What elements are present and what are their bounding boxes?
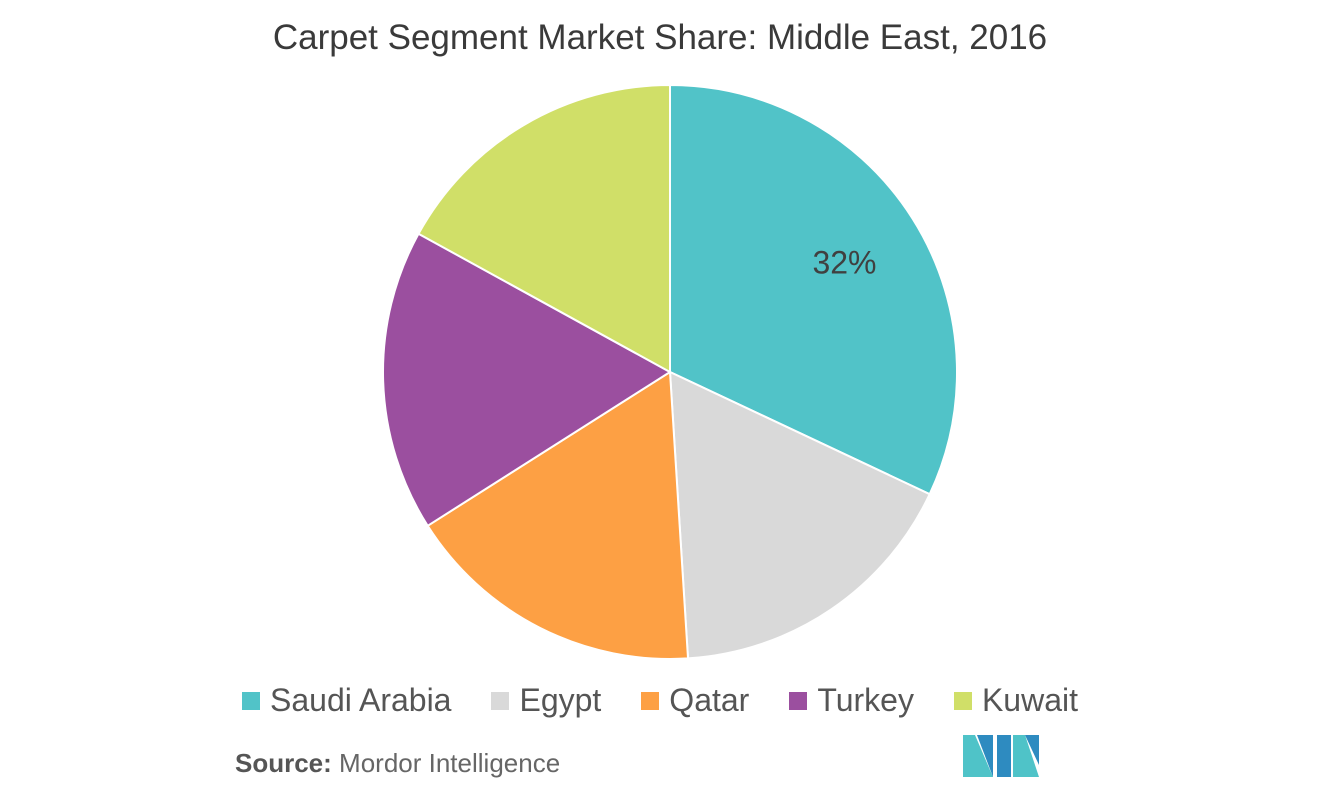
legend-item: Turkey — [789, 682, 914, 719]
legend-swatch — [242, 691, 260, 710]
legend-item: Qatar — [641, 682, 749, 719]
mordor-intelligence-logo — [963, 735, 1039, 777]
source-note: Source: Mordor Intelligence — [235, 748, 560, 779]
legend-swatch — [641, 691, 660, 710]
pie-slice-qatar — [426, 370, 690, 660]
pie-slice-turkey — [382, 232, 672, 528]
legend: Saudi Arabia Egypt Qatar Turkey Kuwait — [0, 682, 1320, 719]
data-label: 32% — [812, 244, 876, 280]
pie-chart: 32% — [382, 83, 958, 660]
pie-slice-egypt — [668, 370, 932, 660]
legend-label: Egypt — [519, 682, 602, 718]
legend-swatch — [953, 691, 972, 710]
source-text: Mordor Intelligence — [339, 748, 561, 778]
pie-slice-kuwait — [417, 83, 671, 374]
chart-title: Carpet Segment Market Share: Middle East… — [272, 18, 1048, 57]
legend-label: Saudi Arabia — [270, 682, 452, 718]
legend-item: Saudi Arabia — [242, 682, 451, 719]
legend-item: Egypt — [491, 682, 601, 719]
legend-swatch — [789, 691, 808, 710]
legend-swatch — [491, 691, 510, 710]
legend-label: Qatar — [669, 682, 750, 718]
source-label: Source: — [235, 748, 332, 778]
legend-label: Kuwait — [981, 682, 1078, 718]
legend-item: Kuwait — [953, 682, 1078, 719]
pie-slice-saudi-arabia — [669, 83, 958, 496]
legend-label: Turkey — [817, 682, 914, 718]
